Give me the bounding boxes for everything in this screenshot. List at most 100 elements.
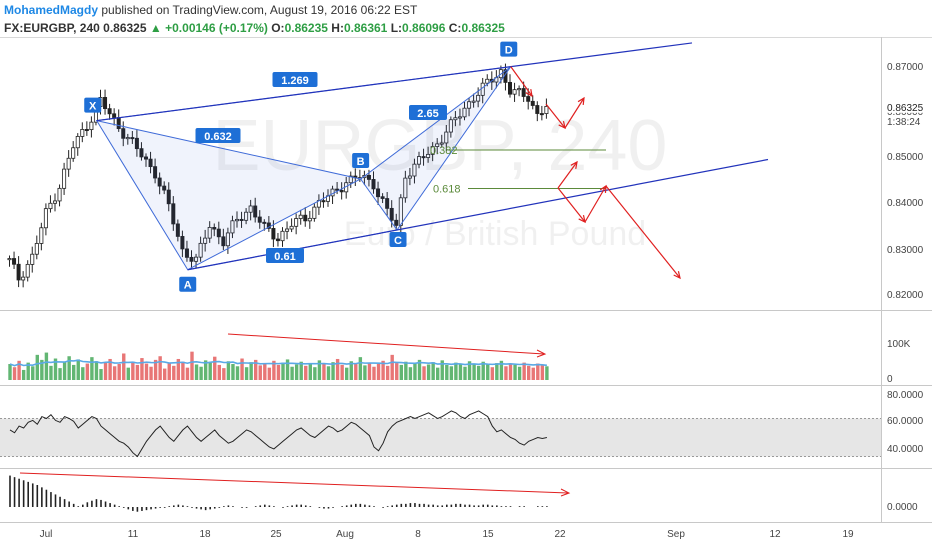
volume-bar xyxy=(272,360,276,380)
volume-bar xyxy=(454,362,458,380)
bull-candle xyxy=(348,175,353,184)
header-line-1: MohamedMagdy published on TradingView.co… xyxy=(4,3,417,17)
volume-bar xyxy=(172,365,176,380)
bull-candle xyxy=(517,88,522,91)
volume-bar xyxy=(440,360,444,380)
bull-candle xyxy=(71,147,76,159)
bull-candle xyxy=(75,136,80,149)
price-axis-tick: 0.83000 xyxy=(887,245,924,256)
bull-candle xyxy=(230,220,235,234)
volume-bar xyxy=(422,366,426,380)
volume-bar xyxy=(367,362,372,380)
volume-bar xyxy=(217,364,221,380)
price-axis-tick: 0.84000 xyxy=(887,198,924,209)
volume-bar xyxy=(176,358,181,380)
volume-bar xyxy=(545,366,549,380)
oscillator-axis-tick: 60.0000 xyxy=(887,416,924,427)
bear-candle xyxy=(162,185,167,191)
volume-bar xyxy=(94,361,99,380)
time-axis-tick: 22 xyxy=(554,529,566,540)
bull-candle xyxy=(298,214,303,219)
volume-bar xyxy=(481,361,485,380)
volume-bar xyxy=(522,362,526,380)
time-axis-tick: 12 xyxy=(769,529,781,540)
bear-candle xyxy=(239,218,244,221)
ratio-label-xb-bg xyxy=(195,128,241,143)
volume-bar xyxy=(399,364,403,380)
bear-candle xyxy=(507,82,512,95)
volume-bar xyxy=(317,360,322,380)
bull-candle xyxy=(125,137,130,140)
bull-candle xyxy=(448,119,453,133)
bull-candle xyxy=(57,187,62,202)
volume-bar xyxy=(131,361,135,380)
volume-bar xyxy=(72,364,76,380)
volume-bar xyxy=(404,361,408,380)
projection-arrow-7 xyxy=(605,185,681,279)
volume-bar xyxy=(58,368,62,380)
volume-bar xyxy=(445,364,449,380)
volume-bar xyxy=(35,354,39,380)
volume-bar xyxy=(508,364,513,380)
volume-bar xyxy=(240,358,244,380)
high-label: H: xyxy=(331,21,344,35)
volume-bar xyxy=(149,366,153,380)
volume-bar xyxy=(531,367,535,380)
bull-candle xyxy=(457,116,462,119)
volume-bar xyxy=(290,366,294,380)
volume-bar xyxy=(62,362,67,380)
bull-candle xyxy=(439,142,444,145)
symbol-label[interactable]: FX:EURGBP, 240 xyxy=(4,21,100,35)
price-axis-tick: 0.87000 xyxy=(887,62,924,73)
bear-candle xyxy=(385,198,390,209)
bear-candle xyxy=(389,207,394,221)
volume-bar xyxy=(117,364,121,380)
bear-candle xyxy=(212,226,217,230)
projection-arrow-1-head xyxy=(525,89,533,98)
volume-bar xyxy=(231,364,235,380)
volume-bar xyxy=(372,366,376,380)
bull-candle xyxy=(312,206,317,219)
fib-level-label: 0.382 xyxy=(430,145,458,157)
volume-bar xyxy=(81,367,85,380)
bear-candle xyxy=(16,263,21,281)
point-label-c: C xyxy=(394,235,402,247)
time-axis-tick: Jul xyxy=(40,529,53,540)
projection-arrow-5 xyxy=(557,187,586,223)
pattern-xab-triangle xyxy=(95,119,363,271)
volume-bar xyxy=(463,366,467,380)
bull-candle xyxy=(476,94,481,102)
volume-bar xyxy=(8,364,12,380)
volume-bar xyxy=(181,361,185,380)
bull-candle xyxy=(426,153,431,158)
volume-bar xyxy=(144,363,149,380)
bear-candle xyxy=(112,113,117,118)
volume-bar xyxy=(340,364,344,380)
fib-level-label: 0.618 xyxy=(433,183,461,195)
bear-candle xyxy=(171,203,176,225)
bull-candle xyxy=(39,227,44,244)
volume-bar xyxy=(517,366,522,380)
bull-candle xyxy=(307,217,312,222)
volume-bar xyxy=(49,365,53,380)
time-axis-tick: 15 xyxy=(482,529,494,540)
published-text: published on TradingView.com, August 19,… xyxy=(101,3,418,17)
volume-bar xyxy=(67,356,71,380)
volume-bar xyxy=(53,358,58,380)
volume-axis-tick: 100K xyxy=(887,339,911,350)
ratio-label-ac: 0.61 xyxy=(274,251,295,263)
volume-bar xyxy=(504,366,508,380)
oscillator-band xyxy=(0,418,881,457)
volume-bar xyxy=(313,367,317,380)
bull-candle xyxy=(66,157,71,170)
author-link[interactable]: MohamedMagdy xyxy=(4,3,99,17)
momentum-trend-arrow-head xyxy=(560,488,571,497)
volume-bar xyxy=(249,362,253,380)
ratio-label-xd-bg xyxy=(272,72,318,87)
bear-candle xyxy=(153,166,158,179)
volume-bar xyxy=(258,365,262,380)
bear-candle xyxy=(157,177,162,187)
point-label-x-bg xyxy=(84,97,102,113)
